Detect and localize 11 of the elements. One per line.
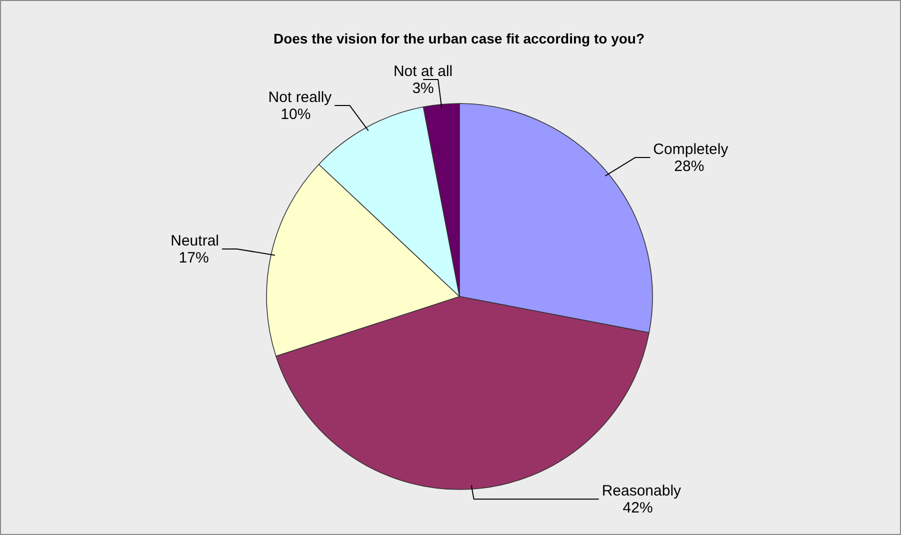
slice-label: Not at all: [393, 62, 453, 80]
data-label: 10%: [280, 106, 311, 123]
chart-title: Does the vision for the urban case fit according to you?: [273, 30, 645, 46]
slice-label: Neutral: [170, 232, 219, 250]
data-label: 28%: [674, 158, 704, 176]
data-label: 17%: [178, 249, 209, 266]
data-label: 3%: [412, 80, 434, 97]
data-label: 42%: [622, 500, 653, 517]
slice-label: Not really: [268, 88, 332, 106]
slice-label: Completely: [653, 141, 729, 158]
slice-label: Reasonably: [602, 482, 682, 500]
